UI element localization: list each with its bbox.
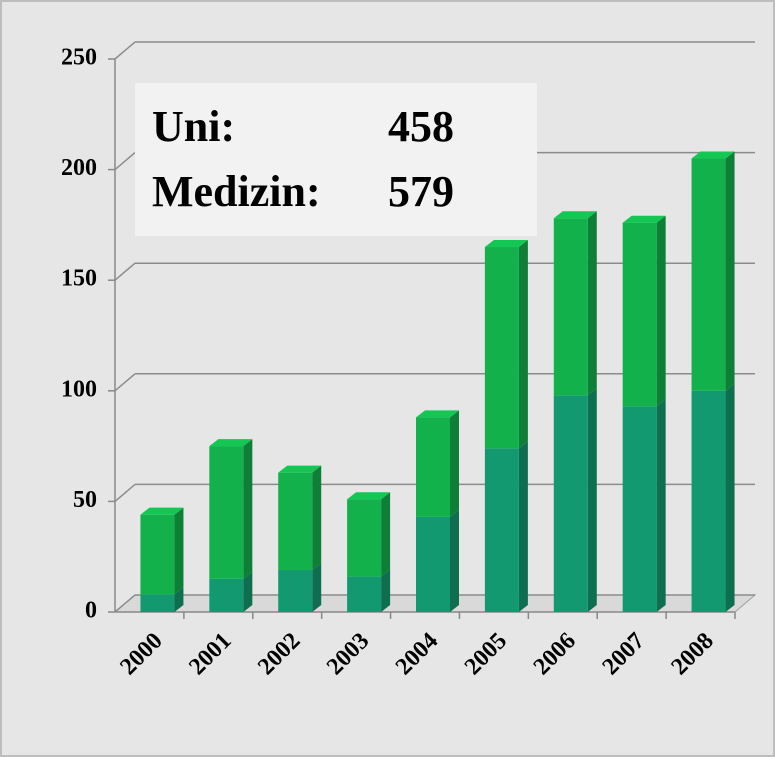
- bar-side: [174, 507, 184, 595]
- annotation-label: Medizin:: [152, 167, 321, 216]
- y-tick-label: 150: [61, 266, 97, 292]
- bar-side: [518, 240, 528, 449]
- bar-segment: [347, 499, 382, 577]
- bar-segment: [484, 247, 519, 449]
- annotation-value: 579: [388, 167, 454, 216]
- bar-side: [656, 399, 666, 612]
- bar-side: [312, 465, 322, 570]
- grid-line: [114, 41, 136, 60]
- bar-segment: [622, 406, 657, 612]
- bar-segment: [553, 218, 588, 396]
- y-tick-label: 50: [73, 487, 97, 513]
- bar-segment: [278, 472, 313, 570]
- grid-line: [114, 152, 136, 171]
- bar-side: [312, 562, 322, 612]
- bar-top: [416, 410, 459, 418]
- y-tick-label: 250: [61, 45, 97, 71]
- bar-side: [656, 215, 666, 407]
- bar-segment: [622, 222, 657, 407]
- bar-side: [587, 388, 597, 612]
- grid-line: [114, 373, 136, 392]
- bar-top: [140, 507, 184, 515]
- y-tick-label: 200: [61, 155, 97, 181]
- bar-top: [691, 151, 735, 159]
- bar-top: [209, 439, 253, 447]
- grid-line: [114, 594, 136, 613]
- bar-side: [450, 509, 459, 612]
- bar-top: [553, 211, 597, 219]
- bar-segment: [553, 395, 588, 612]
- bar-segment: [140, 514, 175, 595]
- bar-segment: [416, 417, 450, 517]
- y-tick-label: 0: [85, 598, 97, 624]
- bar-side: [725, 151, 735, 391]
- annotation-label: Uni:: [152, 102, 235, 151]
- bar-segment: [140, 594, 175, 612]
- bar-segment: [416, 516, 450, 612]
- bar-top: [622, 215, 666, 223]
- bar-side: [518, 441, 528, 612]
- bar-top: [484, 240, 528, 248]
- bar-side: [243, 571, 253, 612]
- bar-segment: [691, 390, 726, 612]
- annotation-box: [135, 83, 537, 236]
- bar-side: [587, 211, 597, 396]
- bar-side: [243, 439, 253, 579]
- grid-line: [114, 483, 136, 502]
- bar-side: [381, 569, 391, 612]
- bar-top: [347, 492, 391, 500]
- bar-top: [278, 465, 322, 473]
- bar-side: [725, 383, 735, 612]
- bar-side: [174, 587, 184, 612]
- bar-segment: [278, 569, 313, 612]
- bar-segment: [209, 446, 244, 579]
- y-tick-label: 100: [61, 376, 97, 402]
- bar-side: [450, 410, 459, 517]
- annotation-value: 458: [388, 102, 454, 151]
- grid-line: [114, 262, 136, 281]
- bar-segment: [691, 158, 726, 391]
- bar-side: [381, 492, 391, 577]
- bar-segment: [484, 448, 519, 612]
- bar-segment: [209, 578, 244, 612]
- bar-segment: [347, 576, 382, 612]
